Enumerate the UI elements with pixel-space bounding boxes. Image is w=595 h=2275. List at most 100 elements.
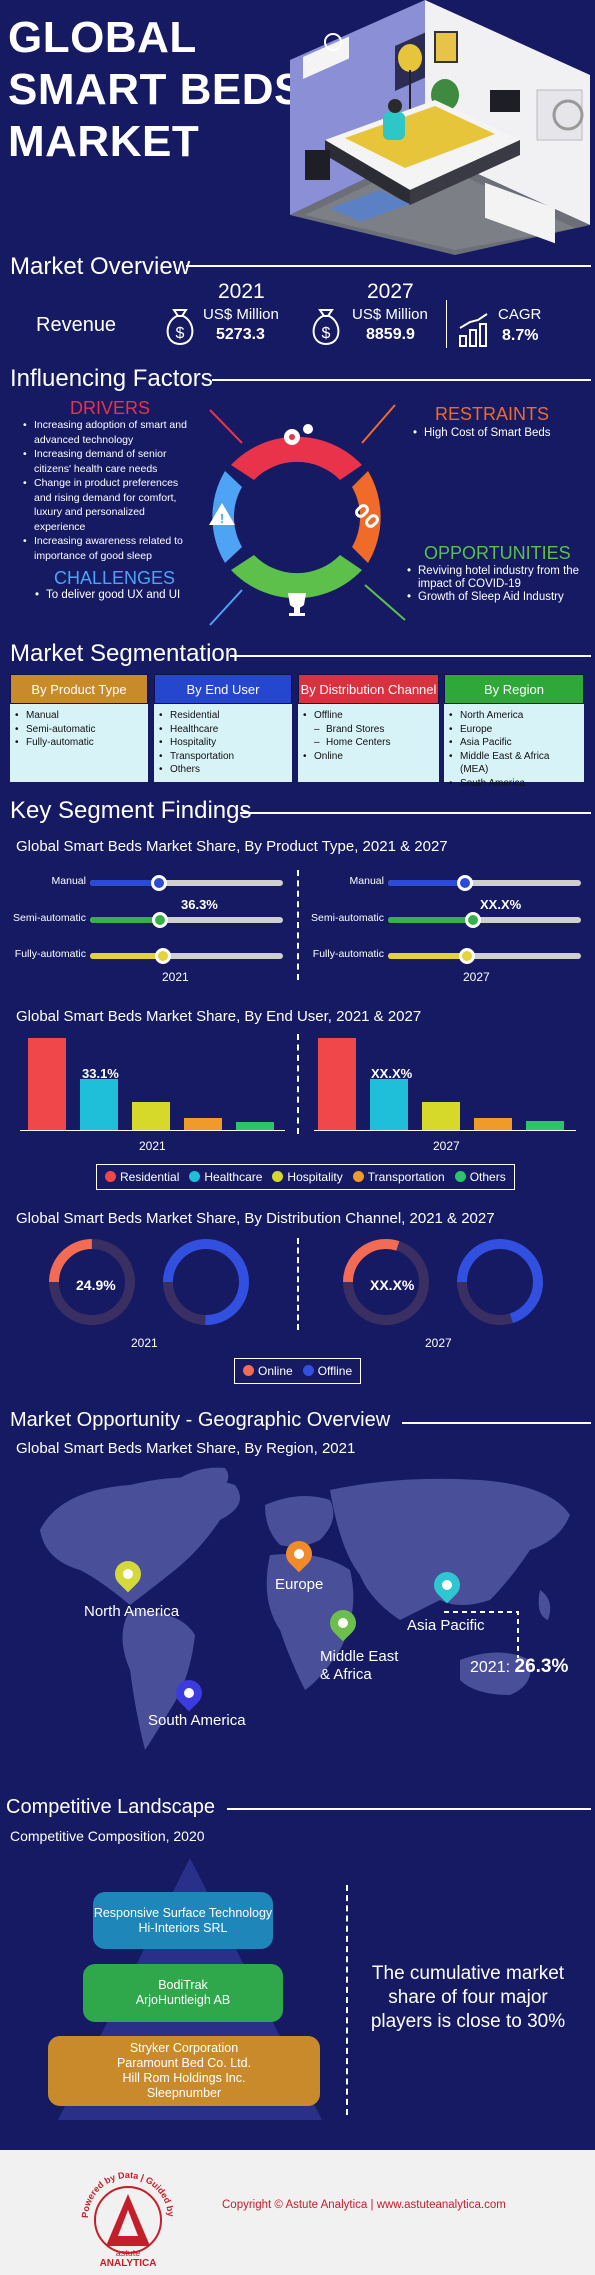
channel-chart-title: Global Smart Beds Market Share, By Distr… (16, 1210, 495, 1227)
slider-track (90, 948, 283, 964)
callout: 2021: 26.3% (470, 1656, 569, 1677)
legend-item: Online (243, 1364, 293, 1378)
drivers-segment (231, 436, 362, 480)
segment-head-channel: By Distribution Channel (298, 674, 439, 704)
slider-label: Semi-automatic (13, 912, 86, 924)
bar-transportation-2021 (184, 1117, 222, 1130)
section-divider (402, 1422, 591, 1424)
slider-track (388, 912, 581, 928)
restraints-title: RESTRAINTS (435, 404, 550, 424)
bar-transportation-2027 (474, 1117, 512, 1130)
list-item: Manual (14, 709, 144, 723)
list-item: High Cost of Smart Beds (412, 426, 587, 441)
drivers-list: Increasing adoption of smart and advance… (22, 418, 194, 563)
revenue-label: Revenue (36, 314, 117, 336)
callout-line (444, 1611, 519, 1658)
year-label: 2021 (139, 1139, 166, 1153)
slider-fill (388, 917, 473, 923)
enduser-legend: Residential Healthcare Hospitality Trans… (96, 1164, 515, 1190)
slider-knob (151, 875, 168, 891)
bedroom-illustration (290, 0, 590, 255)
donut-offline-2021 (163, 1239, 249, 1325)
tier3-pill: Stryker Corporation Paramount Bed Co. Ltd… (48, 2036, 320, 2106)
slider-track (90, 912, 283, 928)
world-map (40, 1467, 570, 1750)
list-item: Europe (448, 723, 580, 737)
svg-text:astute: astute (116, 2248, 141, 2258)
channel-donuts (49, 1239, 543, 1325)
growth-chart-icon (459, 313, 488, 347)
legend-item: Hospitality (272, 1170, 343, 1184)
region-label-north-america: North America (84, 1603, 180, 1620)
segment-head-region: By Region (444, 674, 584, 704)
revenue-2027: 8859.9 (366, 326, 415, 343)
opportunities-segment (231, 555, 362, 599)
list-item: Home Centers (302, 736, 435, 750)
list-item: Brand Stores (302, 723, 435, 737)
tier1-pill: Responsive Surface Technology Hi-Interior… (93, 1892, 273, 1949)
segmentation-title: Market Segmentation (10, 640, 239, 667)
chart-divider (297, 870, 299, 980)
x-axis (314, 1130, 576, 1131)
region-label-south-america: South America (148, 1712, 246, 1729)
opportunities-title: OPPORTUNITIES (424, 543, 571, 563)
website-link[interactable]: www.astuteanalytica.com (376, 2199, 506, 2211)
data-label: 36.3% (181, 897, 218, 912)
legend-item: Transportation (352, 1170, 445, 1184)
list-item: Residential (158, 709, 288, 723)
segment-body-region: North America Europe Asia Pacific Middle… (444, 704, 584, 790)
section-divider (240, 812, 591, 814)
astute-analytica-logo: Powered by Data | Guided by Intelligence… (68, 2158, 176, 2269)
gear-icon (284, 424, 313, 445)
data-label: XX.X% (371, 1066, 413, 1081)
geo-subtitle: Global Smart Beds Market Share, By Regio… (16, 1440, 356, 1457)
drivers-title: DRIVERS (70, 398, 151, 418)
year-2027: 2027 (367, 280, 414, 303)
bar-others-2027 (526, 1120, 564, 1130)
slider-fill (90, 917, 161, 923)
segment-body-enduser: Residential Healthcare Hospitality Trans… (154, 704, 292, 782)
competitive-subtitle: Competitive Composition, 2020 (10, 1828, 205, 1844)
restraints-segment (352, 471, 381, 563)
competitive-statement: The cumulative market share of four majo… (370, 1963, 566, 2032)
hero-title: GLOBAL SMART BEDS MARKET (8, 13, 304, 166)
list-item: Semi-automatic (14, 723, 144, 737)
factors-title: Influencing Factors (10, 365, 213, 392)
chart-divider (297, 1034, 299, 1134)
x-axis (20, 1130, 285, 1131)
slider-track (388, 875, 581, 891)
section-divider (230, 655, 591, 657)
legend-item: Offline (302, 1364, 352, 1378)
challenges-title: CHALLENGES (54, 568, 176, 588)
year-label: 2027 (433, 1139, 460, 1153)
restraints-list: High Cost of Smart Beds (412, 426, 587, 441)
list-item: Increasing awareness related to importan… (22, 534, 194, 563)
slider-knob (152, 912, 169, 928)
overview-title: Market Overview (10, 253, 191, 280)
slider-label: Fully-automatic (312, 948, 384, 960)
list-item: Increasing demand of senior citizens' he… (22, 447, 194, 476)
donut-offline-2027 (457, 1239, 543, 1325)
year-2021: 2021 (218, 280, 265, 303)
section-divider (186, 265, 591, 267)
slider-knob (464, 912, 481, 928)
trophy-icon (288, 593, 306, 616)
legend-item: Residential (105, 1170, 179, 1184)
year-label: 2027 (463, 970, 490, 984)
segment-body-channel: Offline Brand Stores Home Centers Online (298, 704, 439, 782)
donut-online-2021 (49, 1239, 135, 1325)
list-item: Offline (302, 709, 435, 723)
opportunities-list: Reviving hotel industry from the impact … (406, 565, 591, 604)
year-label: 2021 (162, 970, 189, 984)
segment-body-product: Manual Semi-automatic Fully-automatic (10, 704, 148, 782)
section-divider (212, 379, 591, 381)
warning-icon: ! (209, 503, 235, 526)
svg-text:$: $ (322, 325, 331, 342)
svg-text:ANALYTICA: ANALYTICA (100, 2258, 157, 2269)
slider-label: Semi-automatic (311, 912, 384, 924)
broken-chain-icon (355, 504, 379, 528)
svg-text:$: $ (176, 325, 185, 342)
unit-2027: US$ Million (352, 306, 428, 323)
data-label: 33.1% (82, 1066, 119, 1081)
list-item: North America (448, 709, 580, 723)
